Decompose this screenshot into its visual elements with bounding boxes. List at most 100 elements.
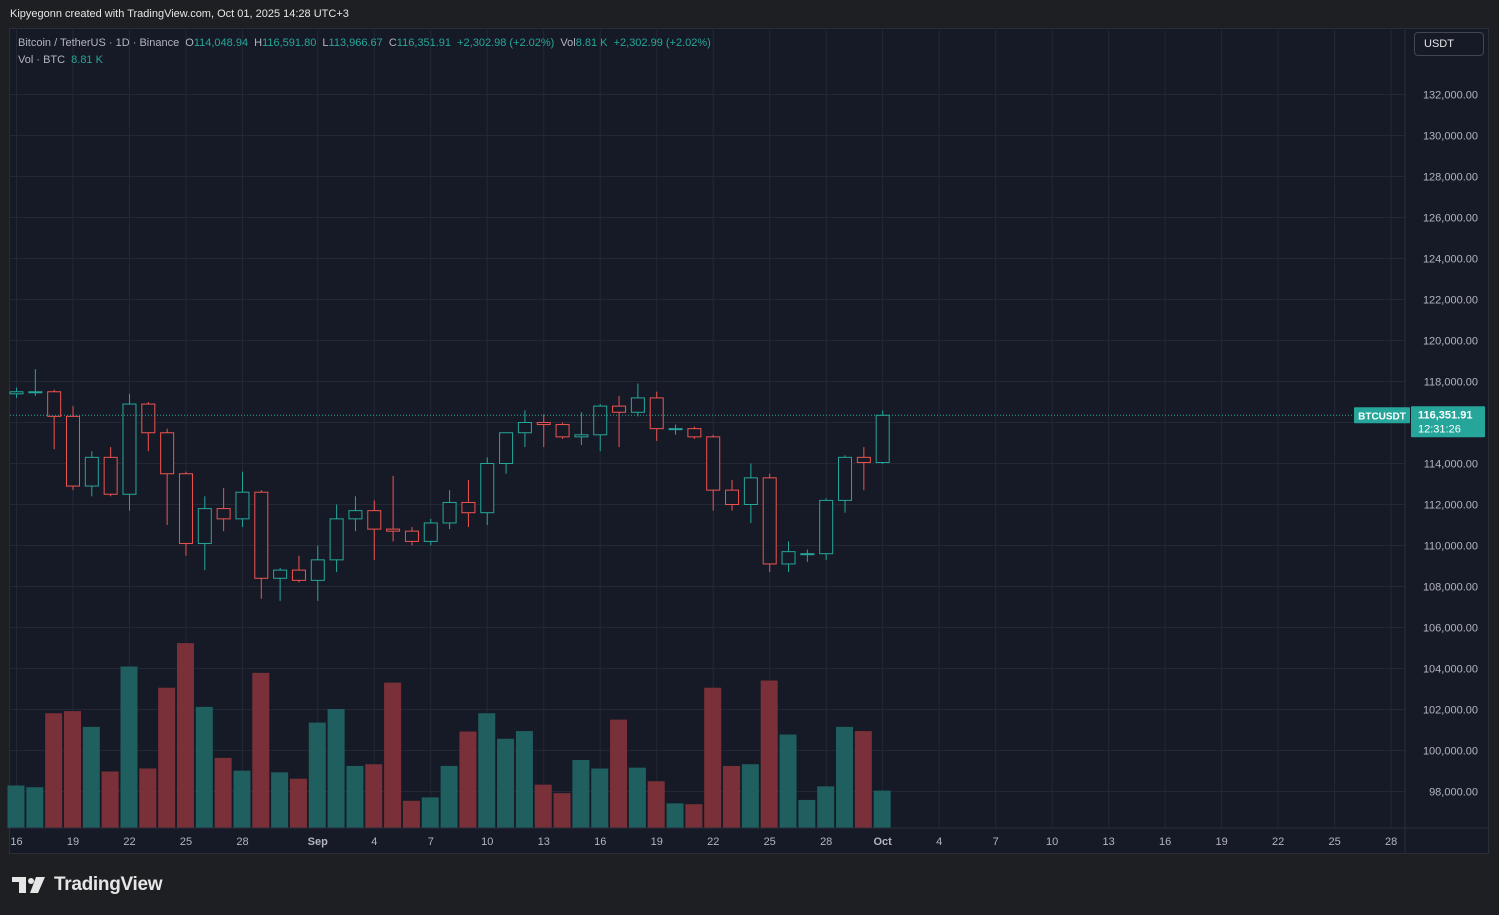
currency-button[interactable]: USDT [1414, 32, 1484, 56]
candle-body [329, 518, 344, 561]
candle-body [668, 428, 683, 431]
time-tick-label: 19 [651, 836, 663, 848]
candle-body [593, 405, 608, 436]
volume-bar [346, 765, 364, 828]
time-tick-label: 25 [1328, 836, 1340, 848]
candle-body [838, 456, 853, 501]
time-tick-label: 13 [1103, 836, 1115, 848]
time-tick-label: 19 [1215, 836, 1227, 848]
volume-bar [817, 786, 835, 828]
price-tick-label: 122,000.00 [1423, 295, 1478, 307]
volume-bar [214, 757, 232, 828]
price-tick-label: 106,000.00 [1423, 623, 1478, 635]
vol-label: Vol [560, 37, 576, 49]
volume-bar [289, 778, 307, 828]
volume-bar [139, 768, 157, 828]
time-tick-label: 16 [594, 836, 606, 848]
candle-body [555, 424, 570, 438]
time-tick-label: 28 [1385, 836, 1397, 848]
candle-body [9, 391, 24, 395]
volume-bar [327, 709, 345, 828]
candle-body [781, 551, 796, 565]
time-tick-label: Oct [874, 836, 893, 848]
volume-bar [685, 804, 703, 828]
tradingview-logo[interactable]: TradingView [12, 873, 163, 897]
chart-legend: Bitcoin / TetherUS · 1D · Binance O114,0… [18, 35, 711, 69]
candle-body [65, 415, 80, 487]
symbol-label[interactable]: Bitcoin / TetherUS · 1D · Binance [18, 37, 180, 49]
candle-body [630, 397, 645, 413]
time-tick-label: 4 [936, 836, 942, 848]
candle-body [800, 553, 815, 556]
candle-body [725, 489, 740, 505]
volume-indicator-value: 8.81 K [71, 54, 103, 66]
price-tick-label: 128,000.00 [1423, 172, 1478, 184]
close-label: C [388, 37, 397, 49]
volume-bar [723, 765, 741, 828]
symbol-tag-label: BTCUSDT [1358, 411, 1406, 422]
high-value: 116,591.80 [262, 37, 317, 49]
volume-bar [873, 790, 891, 828]
time-tick-label: 4 [371, 836, 377, 848]
candle-body [28, 391, 43, 394]
candle-body [687, 428, 702, 438]
time-tick-label: 28 [236, 836, 248, 848]
candle-body [819, 499, 834, 555]
volume-bar [233, 770, 251, 828]
price-tick-label: 110,000.00 [1424, 541, 1478, 553]
volume-bar [459, 731, 477, 828]
high-label: H [254, 37, 263, 49]
candle-body [536, 422, 551, 426]
volume-bar [365, 764, 383, 828]
price-tick-label: 100,000.00 [1423, 746, 1478, 758]
time-tick-label: 22 [123, 836, 135, 848]
author-credit: Kipyegonn created with TradingView.com, … [10, 8, 349, 20]
volume-bar [120, 666, 138, 828]
volume-bar [158, 687, 176, 828]
volume-bar [628, 767, 646, 828]
candle-body [423, 522, 438, 542]
candle-body [762, 477, 777, 565]
volume-bar [440, 765, 458, 828]
price-tick-label: 118,000.00 [1424, 377, 1478, 389]
candle-body [254, 491, 269, 579]
volume-bar [572, 760, 590, 828]
tradingview-logo-icon [12, 877, 45, 893]
time-tick-label: 22 [707, 836, 719, 848]
volume-bar [195, 706, 213, 828]
price-tick-label: 112,000.00 [1424, 500, 1478, 512]
time-tick-label: 16 [1159, 836, 1171, 848]
tradingview-brand-text: TradingView [54, 874, 163, 895]
price-tick-label: 102,000.00 [1423, 705, 1478, 717]
volume-bar [271, 772, 289, 828]
time-tick-label: 7 [993, 836, 999, 848]
price-change: +2,302.98 (+2.02%) [457, 37, 555, 49]
price-tick-label: 124,000.00 [1423, 254, 1478, 266]
candle-body [517, 422, 532, 434]
volume-bar [7, 785, 25, 828]
time-tick-label: 10 [1046, 836, 1058, 848]
candle-body [499, 432, 514, 464]
candle-body [706, 436, 721, 491]
vol-change: +2,302.99 (+2.02%) [613, 37, 711, 49]
volume-bar [308, 722, 326, 828]
time-tick-label: 25 [764, 836, 776, 848]
volume-bar [591, 768, 609, 828]
candle-body [875, 414, 890, 463]
volume-bar [515, 731, 533, 828]
price-tick-label: 132,000.00 [1423, 90, 1478, 102]
open-value: 114,048.94 [193, 37, 249, 49]
volume-indicator-label[interactable]: Vol · BTC [18, 54, 66, 66]
price-tick-label: 98,000.00 [1429, 787, 1478, 799]
volume-bar [384, 682, 402, 828]
last-price-tag [1411, 406, 1485, 438]
attribution-bar: Kipyegonn created with TradingView.com, … [0, 0, 1499, 28]
candle-body [310, 559, 325, 581]
price-tick-label: 120,000.00 [1423, 336, 1478, 348]
time-tick-label: 28 [820, 836, 832, 848]
volume-row: Vol · BTC 8.81 K [18, 52, 711, 69]
price-tick-label: 130,000.00 [1423, 131, 1478, 143]
time-tick-label: 16 [10, 836, 22, 848]
volume-bar [101, 771, 119, 828]
